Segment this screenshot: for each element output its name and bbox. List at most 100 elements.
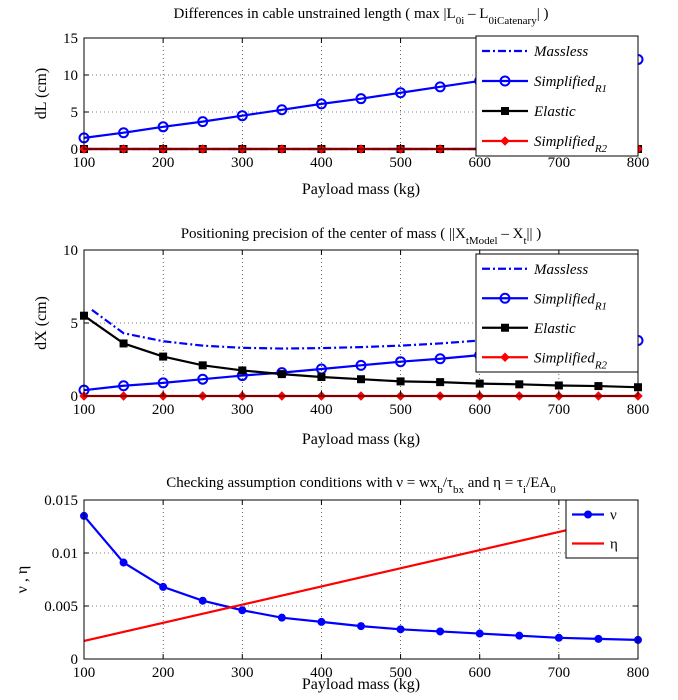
data-point — [501, 323, 509, 332]
y-tick-label: 15 — [63, 31, 78, 47]
x-tick-label: 100 — [73, 665, 96, 681]
data-point — [396, 625, 405, 634]
series-ν — [80, 511, 642, 644]
x-tick-label: 600 — [468, 665, 491, 681]
x-tick-label: 700 — [548, 665, 571, 681]
data-point — [317, 617, 326, 626]
x-tick-label: 800 — [627, 155, 650, 171]
data-point — [554, 633, 563, 642]
x-axis-label: Payload mass (kg) — [302, 676, 420, 693]
x-tick-label: 200 — [152, 402, 175, 418]
y-tick-label: 0 — [71, 652, 79, 668]
data-point — [238, 366, 247, 375]
chart-title: Checking assumption conditions with ν = … — [166, 475, 556, 496]
data-point — [159, 352, 168, 361]
x-tick-label: 400 — [310, 402, 333, 418]
data-point — [197, 373, 209, 385]
data-point — [236, 110, 248, 122]
data-point — [436, 378, 445, 387]
y-tick-label: 0.015 — [44, 493, 78, 509]
legend-label: SimplifiedR2 — [534, 134, 608, 155]
legend: Massless SimplifiedR1 Elastic SimplifiedR2 — [475, 253, 639, 373]
data-point — [276, 104, 288, 116]
x-tick-label: 300 — [231, 665, 254, 681]
chart-title: Positioning precision of the center of m… — [181, 226, 542, 247]
x-tick-label: 100 — [73, 155, 96, 171]
data-point — [396, 377, 405, 386]
legend-box — [565, 499, 639, 559]
ticks: 100 200 300 400 500 600 700 800 0 0.005 0.01 0.015 — [44, 493, 649, 681]
y-tick-label: 0.01 — [52, 546, 78, 562]
data-point — [198, 596, 207, 605]
y-tick-label: 0 — [71, 389, 79, 405]
series-elastic — [80, 311, 642, 392]
data-point — [317, 373, 326, 382]
data-point — [501, 107, 509, 115]
legend-label: Massless — [533, 44, 588, 60]
data-point — [119, 339, 128, 348]
x-tick-label: 600 — [468, 155, 491, 171]
x-tick-label: 400 — [310, 155, 333, 171]
x-tick-label: 800 — [627, 665, 650, 681]
x-tick-label: 800 — [627, 402, 650, 418]
data-point — [515, 631, 524, 640]
data-point — [157, 377, 169, 389]
x-tick-label: 200 — [152, 155, 175, 171]
chart-panel-cable-length: Differences in cable unstrained length (… — [33, 6, 649, 198]
legend-label: Elastic — [533, 104, 576, 120]
data-point — [357, 622, 365, 631]
series-line — [83, 512, 639, 643]
y-tick-label: 0.005 — [44, 599, 78, 615]
x-tick-label: 500 — [389, 402, 412, 418]
data-point — [315, 98, 327, 110]
data-point — [355, 93, 367, 105]
data-point — [238, 606, 247, 615]
legend: νη — [565, 499, 639, 559]
data-point — [357, 375, 365, 384]
y-tick-label: 0 — [71, 142, 79, 158]
data-point — [499, 75, 511, 87]
legend: Massless SimplifiedR1 Elastic SimplifiedR2 — [475, 35, 639, 157]
x-tick-label: 400 — [310, 665, 333, 681]
x-tick-label: 500 — [389, 665, 412, 681]
data-point — [118, 380, 130, 392]
data-point — [584, 510, 592, 519]
legend-label: SimplifiedR1 — [534, 291, 607, 312]
data-point — [395, 87, 407, 99]
data-point — [118, 127, 130, 139]
chart-panel-assumption-conditions: Checking assumption conditions with ν = … — [14, 475, 649, 693]
legend-box — [475, 35, 639, 157]
data-point — [277, 613, 286, 622]
data-point — [355, 359, 367, 371]
data-point — [277, 370, 286, 379]
y-tick-label: 10 — [63, 243, 78, 259]
x-tick-label: 700 — [548, 402, 571, 418]
legend-label: Massless — [533, 262, 588, 278]
series-η — [83, 512, 639, 643]
data-point — [499, 292, 511, 304]
legend-label: Elastic — [533, 321, 576, 337]
y-axis-label: dX (cm) — [33, 296, 50, 350]
data-point — [434, 353, 446, 365]
data-point — [500, 136, 510, 146]
y-axis-label: ν , η — [14, 566, 31, 594]
data-point — [554, 381, 563, 390]
data-point — [436, 627, 445, 636]
data-point — [594, 634, 603, 643]
data-point — [475, 629, 484, 638]
chart-title: Differences in cable unstrained length (… — [174, 6, 549, 27]
x-tick-label: 500 — [389, 155, 412, 171]
legend-label: η — [610, 537, 618, 553]
legend-label: ν — [610, 508, 617, 524]
data-point — [515, 380, 524, 389]
x-tick-label: 100 — [73, 402, 96, 418]
x-tick-label: 300 — [231, 155, 254, 171]
data-point — [119, 558, 128, 567]
legend-label: SimplifiedR1 — [534, 74, 607, 95]
y-tick-label: 10 — [63, 68, 78, 84]
axes-frame — [83, 499, 639, 660]
x-axis-label: Payload mass (kg) — [302, 431, 420, 448]
data-point — [197, 116, 209, 128]
plot-area — [84, 500, 638, 659]
